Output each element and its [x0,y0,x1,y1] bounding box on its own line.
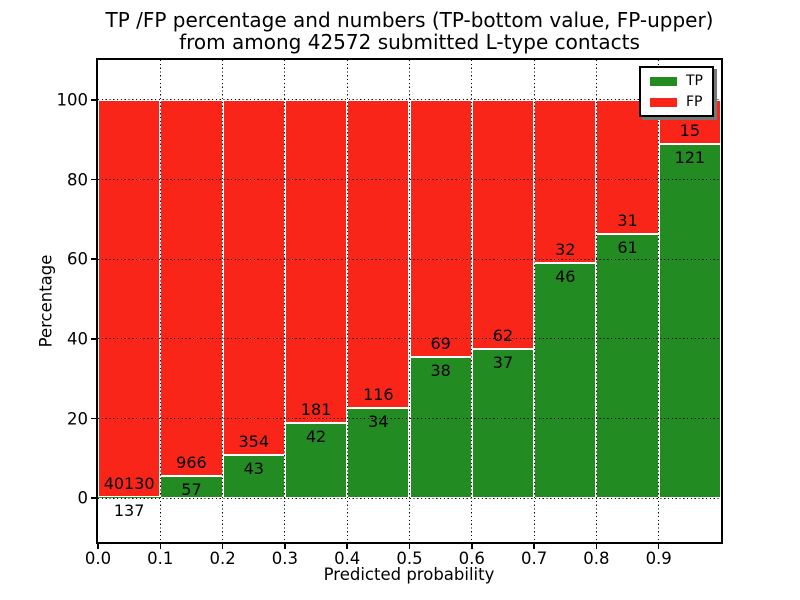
bar-segment-fp-4 [347,99,410,408]
y-tick-label-40: 40 [67,329,88,349]
legend-entry-fp: FP [650,95,703,109]
bar-segment-tp-9 [658,143,721,499]
annotation-fp-9: 15 [679,120,701,140]
x-tick-0.8 [595,544,598,549]
x-tick-label-0.5: 0.5 [396,549,423,568]
annotation-fp-0: 40130 [103,473,155,493]
x-tick-0.5 [408,544,411,549]
annotation-fp-1: 966 [176,452,207,472]
x-tick-0.6 [471,544,473,549]
gridline-x-0.7 [533,60,535,542]
x-tick-label-0.7: 0.7 [520,549,548,568]
bar-segment-tp-8 [596,234,659,499]
x-tick-label-0.9: 0.9 [645,549,672,568]
bar-segment-fp-8 [596,99,659,235]
annotation-fp-7: 32 [555,240,576,260]
y-tick-20 [91,417,96,420]
x-tick-0.9 [657,544,660,549]
annotation-fp-5: 69 [430,333,451,353]
annotation-fp-6: 62 [492,326,514,346]
legend-label-fp: FP [686,94,703,110]
gridline-x-0.8 [595,60,597,542]
plot-area: TP FP 40130 137 966 57 354 43 181 42 116 34 69 38 62… [96,58,723,544]
chart-title-line1: TP /FP percentage and numbers (TP-bottom… [105,8,714,32]
bar-segment-tp-0 [98,496,161,499]
gridline-x-0.5 [408,60,411,542]
y-tick-0 [91,497,96,499]
y-tick-label-20: 20 [67,409,88,428]
y-tick-40 [91,338,96,340]
bar-segment-fp-6 [471,99,535,350]
annotation-tp-1: 57 [181,479,202,499]
y-tick-label-60: 60 [67,249,88,269]
bar-segment-fp-5 [409,99,472,357]
y-tick-label-0: 0 [77,488,89,508]
bar-segment-tp-7 [534,263,597,499]
legend-entry-tp: TP [650,74,703,88]
annotation-tp-6: 37 [492,353,514,373]
gridline-x-0.9 [658,60,660,542]
annotation-fp-4: 116 [363,384,394,404]
legend-label-tp: TP [686,73,703,89]
y-tick-80 [91,178,96,181]
y-tick-label-80: 80 [67,170,88,189]
x-tick-label-0.8: 0.8 [583,549,610,568]
gridline-x-0.2 [222,60,224,542]
bar-segment-tp-4 [347,407,410,499]
x-tick-0.2 [221,544,224,549]
annotation-fp-8: 31 [617,211,638,231]
gridline-x-0.4 [346,60,348,542]
chart-title: TP /FP percentage and numbers (TP-bottom… [98,9,721,53]
gridline-x-0.1 [159,60,161,542]
x-tick-label-0.3: 0.3 [271,549,299,568]
annotation-tp-8: 61 [617,238,638,258]
annotation-fp-2: 354 [238,432,270,452]
bar-segment-fp-3 [284,99,348,424]
bar-segment-fp-2 [222,99,285,456]
annotation-tp-7: 46 [555,267,576,287]
bar-segment-tp-2 [222,455,285,499]
gridline-x-0.3 [284,60,286,542]
chart-title-line2: from among 42572 submitted L-type contac… [179,30,640,54]
annotation-fp-3: 181 [300,400,332,420]
tp-color-swatch [650,76,677,86]
x-tick-0.0 [97,544,99,549]
bar-segment-fp-1 [160,99,223,476]
y-tick-label-100: 100 [56,90,89,110]
annotation-tp-2: 43 [243,459,264,479]
x-tick-0.7 [533,544,535,549]
x-tick-0.1 [159,544,162,549]
x-tick-label-0.6: 0.6 [458,549,485,568]
annotation-tp-5: 38 [430,360,451,380]
fp-color-swatch [650,97,677,107]
bar-segment-fp-0 [98,99,161,497]
y-tick-100 [91,99,96,101]
x-tick-label-0.0: 0.0 [84,549,112,568]
bar-segment-fp-7 [534,99,597,264]
x-tick-0.4 [346,544,348,549]
gridline-x-0.6 [471,60,473,542]
x-tick-label-0.1: 0.1 [147,549,174,568]
x-tick-label-0.4: 0.4 [334,549,361,568]
x-tick-label-0.2: 0.2 [209,549,236,568]
x-axis-label: Predicted probability [323,565,495,584]
annotation-tp-3: 42 [305,427,327,447]
annotation-tp-4: 34 [368,411,389,431]
annotation-tp-0: 137 [113,500,145,520]
annotation-tp-9: 121 [674,147,706,167]
legend: TP FP [639,66,714,117]
y-axis-label: Percentage [36,254,56,348]
y-tick-60 [91,258,96,260]
x-tick-0.3 [284,544,286,549]
